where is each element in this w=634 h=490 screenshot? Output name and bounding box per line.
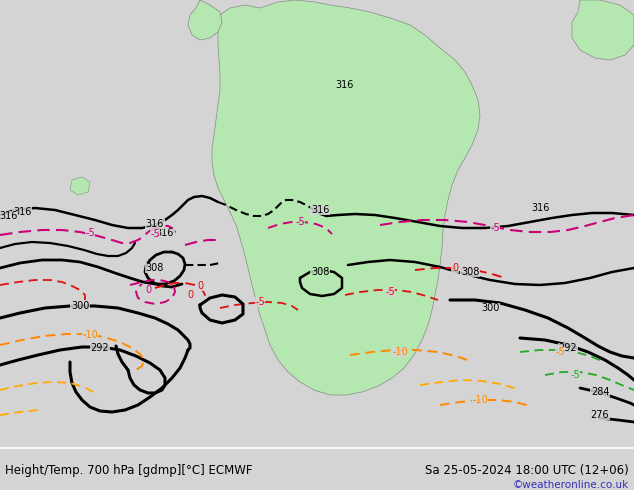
Polygon shape (212, 0, 480, 395)
Text: 300: 300 (71, 301, 89, 311)
Text: 316: 316 (0, 211, 17, 221)
Text: 316: 316 (156, 228, 174, 238)
Text: -5: -5 (570, 370, 580, 380)
Text: 276: 276 (591, 410, 609, 420)
Text: 316: 316 (13, 207, 31, 217)
Text: 308: 308 (311, 267, 329, 277)
Text: 0: 0 (452, 263, 458, 273)
Text: 284: 284 (591, 387, 609, 397)
Text: Height/Temp. 700 hPa [gdmp][°C] ECMWF: Height/Temp. 700 hPa [gdmp][°C] ECMWF (5, 464, 252, 477)
Text: -5: -5 (150, 229, 160, 239)
Polygon shape (70, 177, 90, 195)
Text: -5: -5 (295, 217, 305, 227)
Text: -10: -10 (82, 330, 98, 340)
Text: -5: -5 (85, 228, 95, 238)
Text: 308: 308 (461, 267, 479, 277)
Text: -10: -10 (392, 347, 408, 357)
Text: 0: 0 (145, 285, 151, 295)
Text: 0: 0 (187, 290, 193, 300)
Text: 0: 0 (197, 281, 203, 291)
Text: 292: 292 (91, 343, 109, 353)
Polygon shape (572, 0, 634, 60)
Text: 316: 316 (146, 219, 164, 229)
Text: 316: 316 (311, 205, 329, 215)
Text: 292: 292 (559, 343, 578, 353)
Text: 300: 300 (481, 303, 499, 313)
Text: -5: -5 (555, 347, 565, 357)
Text: -5: -5 (255, 297, 265, 307)
Text: Sa 25-05-2024 18:00 UTC (12+06): Sa 25-05-2024 18:00 UTC (12+06) (425, 464, 629, 477)
Text: ©weatheronline.co.uk: ©weatheronline.co.uk (513, 480, 629, 490)
Text: -5: -5 (490, 223, 500, 233)
Text: 308: 308 (146, 263, 164, 273)
Text: -10: -10 (472, 395, 488, 405)
Text: 316: 316 (336, 80, 354, 90)
Polygon shape (188, 0, 222, 40)
Text: 316: 316 (531, 203, 549, 213)
Text: -5: -5 (385, 287, 395, 297)
